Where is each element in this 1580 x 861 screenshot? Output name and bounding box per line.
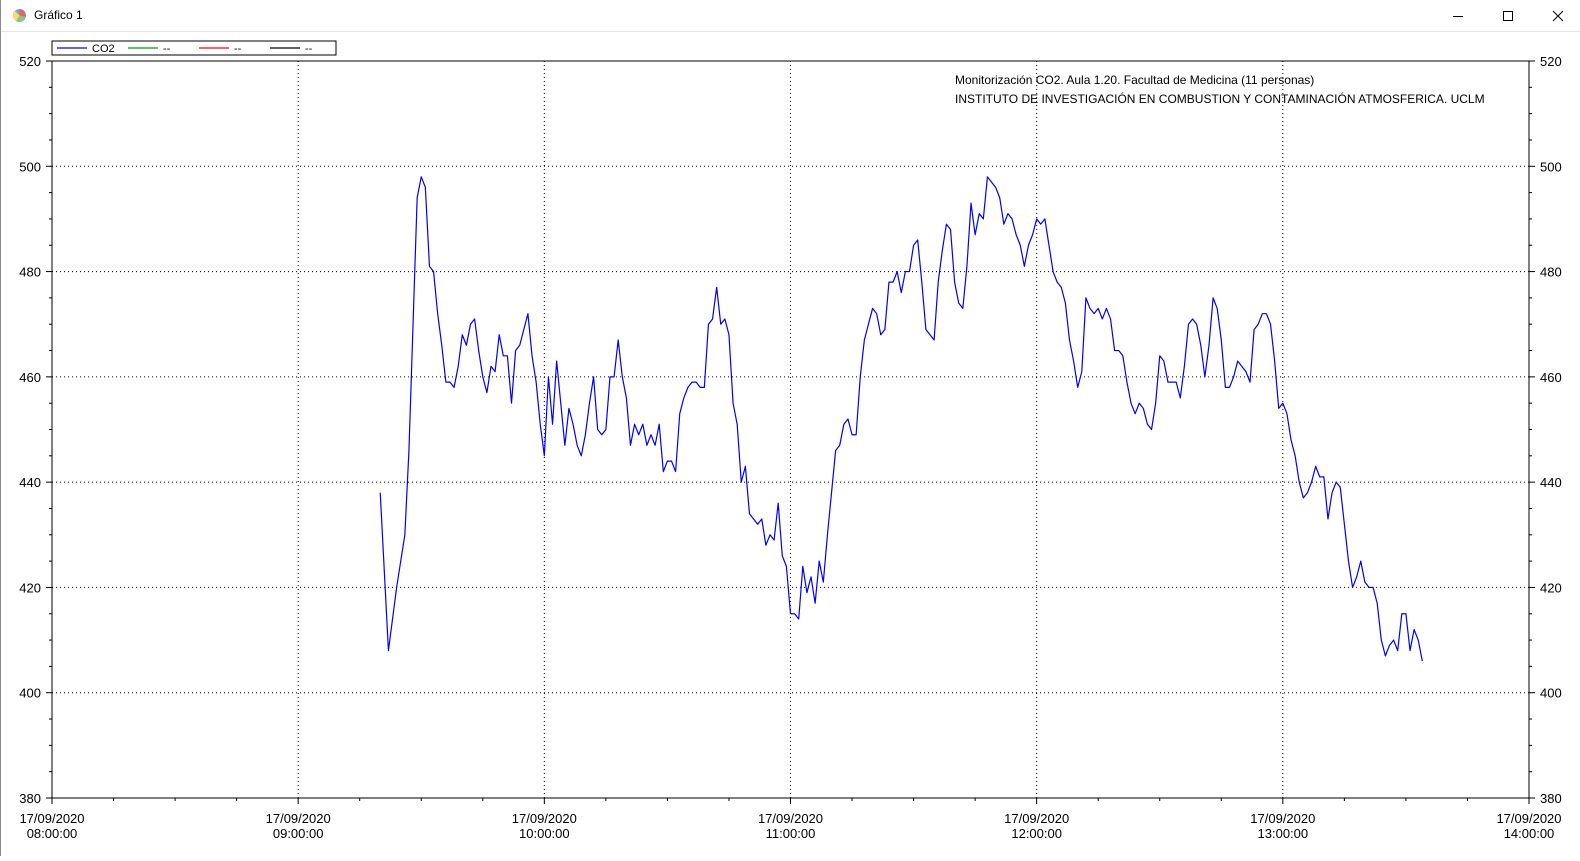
ytick-label-right: 520	[1540, 54, 1562, 69]
axes	[46, 60, 1535, 804]
ytick-label-right: 400	[1540, 686, 1562, 701]
xtick-label-date: 17/09/2020	[1004, 811, 1069, 826]
ytick-label-left: 460	[19, 370, 41, 385]
close-icon	[1552, 10, 1564, 21]
ytick-label-right: 440	[1540, 475, 1562, 490]
series-line-co2	[379, 176, 1423, 662]
chart-area: 380 380 400 400 420 420 440 440 460 460 480 480 500 5…	[1, 32, 1580, 856]
maximize-icon	[1503, 10, 1513, 21]
legend-label: --	[163, 43, 171, 55]
xtick-label-date: 17/09/2020	[1496, 811, 1561, 826]
ytick-label-right: 380	[1540, 791, 1562, 806]
maximize-button[interactable]	[1485, 0, 1531, 31]
legend-label: --	[305, 43, 313, 55]
xtick-label-time: 14:00:00	[1504, 826, 1555, 841]
plot-frame	[51, 60, 1530, 799]
legend[interactable]: CO2 -- -- --	[51, 40, 337, 56]
xtick-label-time: 13:00:00	[1258, 826, 1309, 841]
annotation-line: Monitorización CO2. Aula 1.20. Facultad …	[955, 73, 1314, 87]
tick-labels: 380 380 400 400 420 420 440 440 460 460 480 480 500 5…	[19, 54, 1561, 841]
ytick-label-left: 500	[19, 159, 41, 174]
xtick-label-time: 10:00:00	[519, 826, 570, 841]
ytick-label-right: 420	[1540, 580, 1562, 595]
legend-label: --	[234, 43, 242, 55]
xtick-label-time: 09:00:00	[273, 826, 324, 841]
ytick-label-left: 400	[19, 686, 41, 701]
xtick-label-date: 17/09/2020	[512, 811, 577, 826]
title-bar[interactable]: Gráfico 1	[1, 0, 1580, 32]
co2-line-chart: 380 380 400 400 420 420 440 440 460 460 480 480 500 5…	[19, 40, 1562, 841]
xtick-label-time: 12:00:00	[1011, 826, 1062, 841]
legend-label: CO2	[92, 43, 115, 55]
app-chart-icon	[13, 9, 26, 22]
xtick-label-time: 08:00:00	[27, 826, 78, 841]
ytick-label-left: 420	[19, 580, 41, 595]
legend-box	[51, 40, 337, 56]
ytick-label-right: 460	[1540, 370, 1562, 385]
minimize-button[interactable]	[1435, 0, 1481, 31]
ytick-label-right: 480	[1540, 265, 1562, 280]
xtick-label-date: 17/09/2020	[19, 811, 84, 826]
xtick-label-date: 17/09/2020	[1250, 811, 1315, 826]
grid-lines	[52, 61, 1529, 798]
xtick-label-date: 17/09/2020	[266, 811, 331, 826]
minimize-icon	[1453, 15, 1463, 17]
annotation-line: INSTITUTO DE INVESTIGACIÓN EN COMBUSTION…	[955, 91, 1485, 106]
chart-annotation: Monitorización CO2. Aula 1.20. Facultad …	[955, 73, 1485, 106]
window-title: Gráfico 1	[34, 8, 83, 22]
series-group	[379, 176, 1423, 662]
ytick-label-right: 500	[1540, 159, 1562, 174]
ytick-label-left: 480	[19, 265, 41, 280]
ytick-label-left: 520	[19, 54, 41, 69]
close-button[interactable]	[1535, 0, 1580, 31]
ytick-label-left: 380	[19, 791, 41, 806]
xtick-label-time: 11:00:00	[766, 826, 816, 841]
ytick-label-left: 440	[19, 475, 41, 490]
xtick-label-date: 17/09/2020	[758, 811, 823, 826]
